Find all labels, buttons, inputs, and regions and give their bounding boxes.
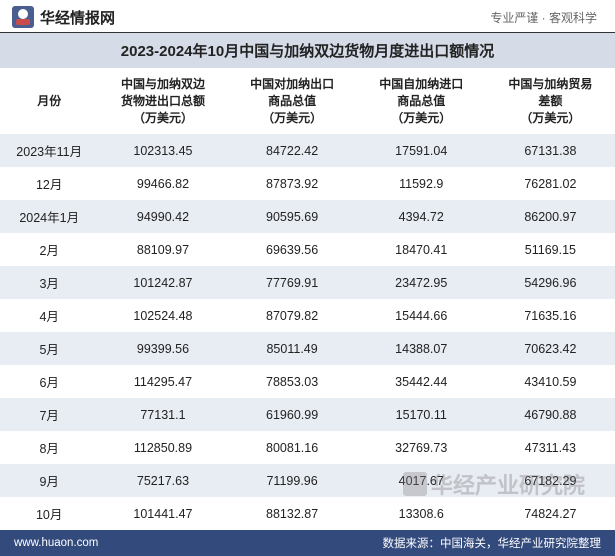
cell-value: 75217.63: [98, 464, 227, 497]
cell-value: 84722.42: [228, 134, 357, 167]
cell-value: 114295.47: [98, 365, 227, 398]
cell-value: 13308.6: [357, 497, 486, 530]
cell-value: 102313.45: [98, 134, 227, 167]
brand-tagline: 专业严谨 · 客观科学: [490, 9, 597, 26]
cell-value: 15444.66: [357, 299, 486, 332]
cell-value: 67182.29: [486, 464, 615, 497]
table-row: 2023年11月102313.4584722.4217591.0467131.3…: [0, 134, 615, 167]
cell-value: 67131.38: [486, 134, 615, 167]
cell-value: 94990.42: [98, 200, 227, 233]
cell-month: 9月: [0, 464, 98, 497]
cell-value: 76281.02: [486, 167, 615, 200]
cell-value: 90595.69: [228, 200, 357, 233]
cell-value: 4394.72: [357, 200, 486, 233]
table-row: 5月99399.5685011.4914388.0770623.42: [0, 332, 615, 365]
cell-month: 2023年11月: [0, 134, 98, 167]
table-row: 4月102524.4887079.8215444.6671635.16: [0, 299, 615, 332]
table-row: 9月75217.6371199.964017.6767182.29: [0, 464, 615, 497]
cell-month: 4月: [0, 299, 98, 332]
cell-month: 6月: [0, 365, 98, 398]
cell-value: 99399.56: [98, 332, 227, 365]
cell-value: 88109.97: [98, 233, 227, 266]
brand-header: 华经情报网 专业严谨 · 客观科学: [0, 0, 615, 33]
cell-value: 51169.15: [486, 233, 615, 266]
col-header-month: 月份: [0, 68, 98, 134]
footer-site: www.huaon.com: [14, 537, 98, 549]
col-header-export: 中国对加纳出口商品总值（万美元）: [228, 68, 357, 134]
cell-month: 12月: [0, 167, 98, 200]
brand-logo-icon: [12, 6, 34, 28]
cell-value: 102524.48: [98, 299, 227, 332]
table-row: 8月112850.8980081.1632769.7347311.43: [0, 431, 615, 464]
cell-month: 2024年1月: [0, 200, 98, 233]
cell-value: 61960.99: [228, 398, 357, 431]
cell-value: 15170.11: [357, 398, 486, 431]
cell-value: 71635.16: [486, 299, 615, 332]
cell-value: 43410.59: [486, 365, 615, 398]
cell-month: 8月: [0, 431, 98, 464]
footer-bar: www.huaon.com 数据来源：中国海关，华经产业研究院整理: [0, 530, 615, 556]
cell-value: 101441.47: [98, 497, 227, 530]
col-header-balance: 中国与加纳贸易差额（万美元）: [486, 68, 615, 134]
table-row: 2月88109.9769639.5618470.4151169.15: [0, 233, 615, 266]
cell-value: 71199.96: [228, 464, 357, 497]
table-row: 6月114295.4778853.0335442.4443410.59: [0, 365, 615, 398]
table-row: 7月77131.161960.9915170.1146790.88: [0, 398, 615, 431]
cell-month: 3月: [0, 266, 98, 299]
cell-value: 23472.95: [357, 266, 486, 299]
cell-value: 4017.67: [357, 464, 486, 497]
col-header-total: 中国与加纳双边货物进出口总额（万美元）: [98, 68, 227, 134]
brand-left: 华经情报网: [12, 6, 115, 28]
cell-value: 17591.04: [357, 134, 486, 167]
cell-value: 14388.07: [357, 332, 486, 365]
cell-value: 69639.56: [228, 233, 357, 266]
cell-value: 47311.43: [486, 431, 615, 464]
brand-name: 华经情报网: [40, 7, 115, 28]
cell-value: 70623.42: [486, 332, 615, 365]
cell-value: 80081.16: [228, 431, 357, 464]
footer-source: 数据来源：中国海关，华经产业研究院整理: [383, 535, 602, 551]
cell-value: 101242.87: [98, 266, 227, 299]
cell-value: 74824.27: [486, 497, 615, 530]
table-row: 10月101441.4788132.8713308.674824.27: [0, 497, 615, 530]
cell-value: 54296.96: [486, 266, 615, 299]
cell-value: 86200.97: [486, 200, 615, 233]
cell-value: 77769.91: [228, 266, 357, 299]
cell-value: 32769.73: [357, 431, 486, 464]
page-title: 2023-2024年10月中国与加纳双边货物月度进出口额情况: [0, 33, 615, 68]
cell-value: 18470.41: [357, 233, 486, 266]
cell-value: 99466.82: [98, 167, 227, 200]
cell-value: 46790.88: [486, 398, 615, 431]
cell-value: 85011.49: [228, 332, 357, 365]
data-table: 月份 中国与加纳双边货物进出口总额（万美元） 中国对加纳出口商品总值（万美元） …: [0, 68, 615, 530]
cell-month: 10月: [0, 497, 98, 530]
cell-value: 78853.03: [228, 365, 357, 398]
table-row: 2024年1月94990.4290595.694394.7286200.97: [0, 200, 615, 233]
table-header-row: 月份 中国与加纳双边货物进出口总额（万美元） 中国对加纳出口商品总值（万美元） …: [0, 68, 615, 134]
cell-value: 88132.87: [228, 497, 357, 530]
cell-value: 87079.82: [228, 299, 357, 332]
cell-value: 35442.44: [357, 365, 486, 398]
cell-month: 2月: [0, 233, 98, 266]
col-header-import: 中国自加纳进口商品总值（万美元）: [357, 68, 486, 134]
cell-value: 11592.9: [357, 167, 486, 200]
cell-month: 7月: [0, 398, 98, 431]
cell-value: 87873.92: [228, 167, 357, 200]
cell-month: 5月: [0, 332, 98, 365]
cell-value: 77131.1: [98, 398, 227, 431]
table-row: 3月101242.8777769.9123472.9554296.96: [0, 266, 615, 299]
cell-value: 112850.89: [98, 431, 227, 464]
table-row: 12月99466.8287873.9211592.976281.02: [0, 167, 615, 200]
